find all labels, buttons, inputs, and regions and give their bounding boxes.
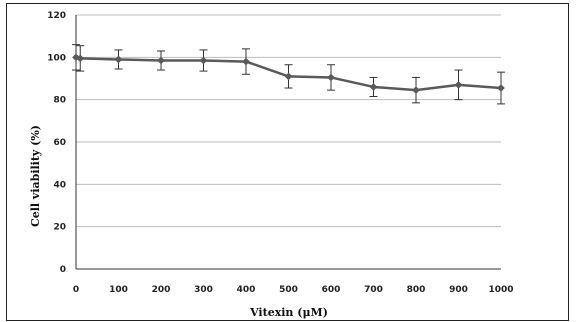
data-point-0-1 — [76, 54, 85, 63]
chart-frame — [6, 3, 569, 321]
y-tick-label-4: 80 — [53, 96, 66, 106]
series-line-0 — [75, 56, 502, 92]
y-tick-label-1: 20 — [53, 223, 66, 233]
y-tick-labels: 0 20 40 60 80 100 120 — [47, 11, 66, 275]
x-tick-label-5: 500 — [279, 285, 298, 295]
x-tick-label-8: 800 — [407, 285, 426, 295]
x-tick-label-6: 600 — [322, 285, 341, 295]
data-point-0-6 — [284, 72, 293, 81]
y-tick-label-5: 100 — [47, 53, 66, 63]
x-tick-label-10: 1000 — [488, 285, 513, 295]
data-point-0-9 — [412, 86, 420, 95]
series-lines — [75, 56, 502, 92]
data-point-0-11 — [497, 84, 505, 92]
data-point-0-0 — [72, 53, 80, 62]
y-tick-label-0: 0 — [60, 265, 66, 275]
x-axis-title: Vitexin (μM) — [249, 306, 328, 319]
data-point-0-2 — [114, 55, 123, 64]
data-points — [72, 53, 505, 95]
x-tick-label-9: 900 — [449, 285, 468, 295]
x-tick-label-0: 0 — [73, 285, 79, 295]
data-point-0-10 — [454, 80, 463, 89]
data-point-0-5 — [242, 57, 250, 66]
y-tick-label-6: 120 — [47, 11, 66, 21]
data-point-0-4 — [199, 56, 208, 65]
gridlines — [76, 14, 501, 228]
x-tick-label-2: 200 — [152, 285, 171, 295]
x-tick-label-4: 400 — [237, 285, 256, 295]
y-tick-label-3: 60 — [53, 138, 66, 148]
x-tick-label-1: 100 — [109, 285, 128, 295]
x-tick-label-7: 700 — [364, 285, 383, 295]
y-tick-label-2: 40 — [53, 180, 66, 190]
data-point-0-3 — [157, 56, 165, 65]
data-point-0-8 — [369, 83, 378, 91]
y-axis-title: Cell viability (%) — [29, 125, 42, 227]
x-tick-label-3: 300 — [194, 285, 213, 295]
x-tick-labels: 0 100 200 300 400 500 600 700 800 900 1000 — [73, 285, 514, 295]
data-point-0-7 — [327, 73, 335, 82]
